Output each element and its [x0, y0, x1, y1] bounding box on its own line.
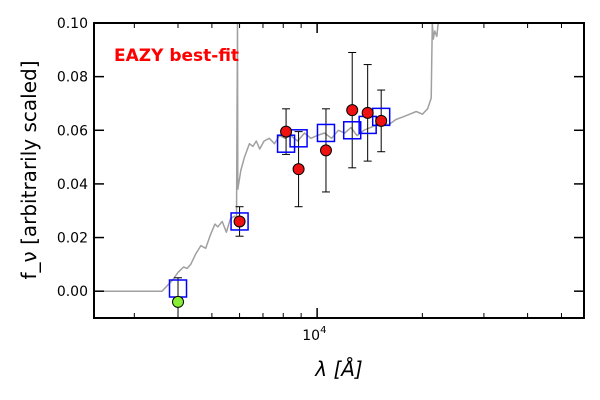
y-tick-label: 0.02 — [57, 231, 88, 247]
axes: 0.00 0.02 0.04 0.06 0.08 0.10 10 4 — [57, 16, 584, 344]
observed-point — [172, 295, 185, 308]
model-point-square — [342, 121, 362, 140]
y-axis-label: f_ν [arbitrarily scaled] — [17, 61, 41, 280]
plot-frame — [93, 22, 585, 319]
x-axis-label: λ [Å] — [314, 357, 362, 381]
observed-point — [233, 215, 246, 228]
observed-point — [292, 163, 305, 176]
observed-point — [361, 106, 374, 119]
annotation-label: EAZY best-fit — [114, 46, 239, 66]
observed-point — [280, 125, 293, 138]
x-tick-label-exponent: 4 — [320, 325, 326, 336]
observed-point — [346, 104, 359, 117]
model-point-square — [316, 123, 336, 143]
y-tick-label: 0.00 — [57, 284, 88, 300]
y-tick-label: 0.04 — [57, 177, 88, 193]
plot-area — [94, 23, 439, 318]
model-point-square — [230, 212, 249, 231]
y-tick-label: 0.08 — [57, 70, 88, 86]
model-point-square — [289, 129, 308, 148]
observed-point — [319, 144, 332, 157]
y-tick-label: 0.10 — [57, 16, 88, 32]
observed-point — [375, 114, 388, 127]
y-tick-label: 0.06 — [57, 123, 88, 139]
x-tick-label: 10 — [302, 328, 320, 344]
